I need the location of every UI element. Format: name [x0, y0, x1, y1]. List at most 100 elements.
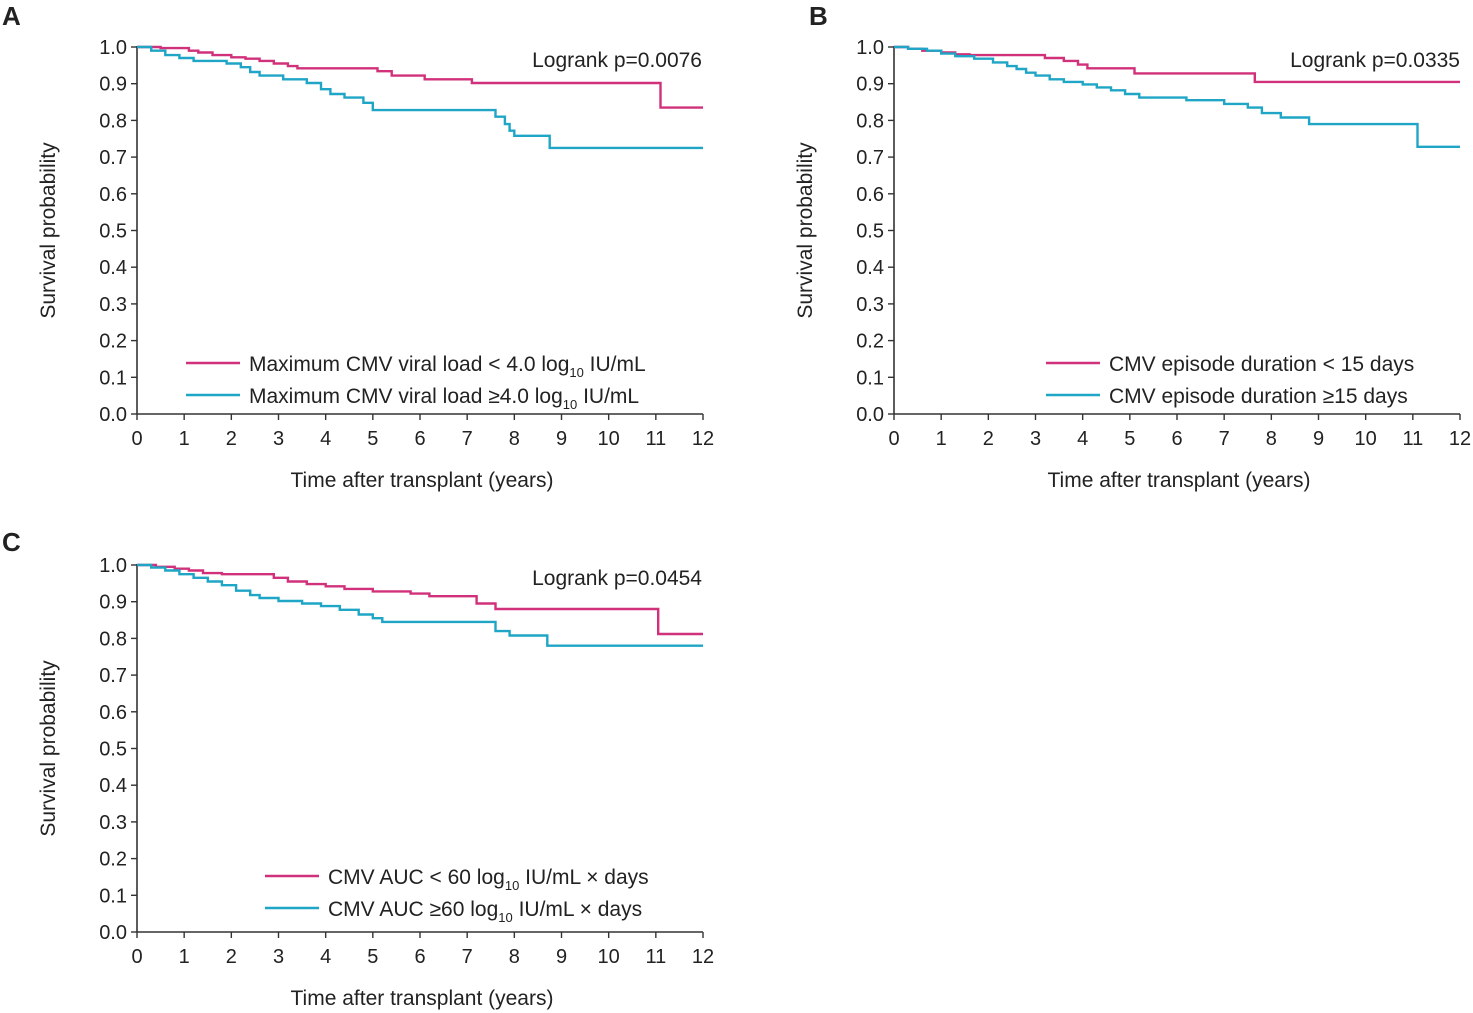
y-tick-label: 1.0	[99, 37, 127, 59]
legend-label: CMV AUC ≥60 log10 IU/mL × days	[328, 898, 642, 925]
y-tick-label: 0.2	[99, 331, 127, 353]
survival-curve-low	[137, 563, 703, 636]
y-tick-label: 0.4	[99, 775, 127, 797]
x-axis-title: Time after transplant (years)	[291, 987, 554, 1010]
legend-label-unit: IU/mL	[584, 353, 646, 376]
chart-panel-a: A0.00.10.20.30.40.50.60.70.80.91.00 1 2 3 4 5…	[2, 1, 714, 492]
y-tick-label: 0.2	[856, 331, 884, 353]
legend-label-threshold: < 60 log	[430, 866, 505, 889]
x-tick-label: 12	[1449, 428, 1471, 450]
y-tick-label: 0.8	[99, 628, 127, 650]
x-tick-label: 1	[179, 946, 190, 968]
y-tick-label: 0.9	[856, 74, 884, 96]
y-tick-label: 0.1	[856, 367, 884, 389]
x-tick-label: 5	[1124, 428, 1135, 450]
y-tick-label: 0.8	[856, 110, 884, 132]
legend-label-threshold: ≥60 log	[430, 898, 499, 921]
panel-letter: B	[809, 1, 828, 31]
x-tick-label: 10	[1355, 428, 1377, 450]
y-tick-label: 0.5	[99, 221, 127, 243]
y-tick-label: 0.4	[99, 257, 127, 279]
y-tick-label: 0.6	[99, 184, 127, 206]
x-tick-label: 6	[1171, 428, 1182, 450]
legend-label-name: CMV episode duration	[1109, 385, 1323, 408]
x-tick-label: 7	[1219, 428, 1230, 450]
y-tick-label: 0.3	[99, 294, 127, 316]
y-axis-title: Survival probability	[37, 660, 60, 837]
x-tick-label: 0	[131, 946, 142, 968]
logrank-annotation: Logrank p=0.0454	[532, 567, 702, 590]
y-tick-label: 0.1	[99, 367, 127, 389]
legend-label-unit: IU/mL	[577, 385, 639, 408]
y-tick-label: 0.2	[99, 849, 127, 871]
x-tick-label: 4	[320, 946, 331, 968]
y-tick-label: 0.5	[99, 739, 127, 761]
x-tick-label: 5	[367, 428, 378, 450]
y-tick-label: 0.9	[99, 592, 127, 614]
x-tick-label: 3	[273, 946, 284, 968]
x-tick-label: 1	[179, 428, 190, 450]
x-tick-label: 9	[1313, 428, 1324, 450]
y-tick-label: 1.0	[99, 555, 127, 577]
y-tick-label: 0.0	[99, 404, 127, 426]
logrank-annotation: Logrank p=0.0076	[532, 49, 702, 72]
y-tick-label: 0.7	[856, 147, 884, 169]
x-tick-label: 2	[226, 428, 237, 450]
x-tick-label: 6	[414, 428, 425, 450]
legend-label: CMV episode duration < 15 days	[1109, 353, 1414, 376]
legend-label-name: CMV episode duration	[1109, 353, 1323, 376]
x-tick-label: 1	[936, 428, 947, 450]
y-tick-label: 0.6	[856, 184, 884, 206]
y-tick-label: 0.3	[856, 294, 884, 316]
legend-label-name: CMV AUC	[328, 866, 430, 889]
x-tick-label: 10	[598, 428, 620, 450]
logrank-annotation: Logrank p=0.0335	[1290, 49, 1460, 72]
legend-label-name: CMV AUC	[328, 898, 430, 921]
x-tick-label: 7	[462, 428, 473, 450]
x-tick-label: 6	[414, 946, 425, 968]
legend-label-subscript: 10	[498, 910, 512, 925]
x-tick-label: 11	[645, 946, 666, 968]
legend-label: Maximum CMV viral load < 4.0 log10 IU/mL	[249, 353, 646, 380]
legend-label-threshold: < 15 days	[1323, 353, 1415, 376]
survival-curve-low	[137, 45, 703, 109]
y-tick-label: 0.0	[856, 404, 884, 426]
y-tick-label: 0.8	[99, 110, 127, 132]
panel-letter: A	[2, 1, 21, 31]
y-tick-label: 0.1	[99, 885, 127, 907]
x-axis-title: Time after transplant (years)	[1048, 469, 1311, 492]
x-axis-title: Time after transplant (years)	[291, 469, 554, 492]
x-tick-label: 9	[556, 428, 567, 450]
x-tick-label: 8	[509, 946, 520, 968]
y-tick-label: 0.4	[856, 257, 884, 279]
legend-label-name: Maximum CMV viral load	[249, 385, 488, 408]
legend-label-subscript: 10	[563, 397, 577, 412]
legend-label-threshold: ≥4.0 log	[488, 385, 563, 408]
y-tick-label: 1.0	[856, 37, 884, 59]
survival-curve-high	[137, 45, 703, 150]
x-tick-label: 7	[462, 946, 473, 968]
y-tick-label: 0.6	[99, 702, 127, 724]
panel-letter: C	[2, 527, 21, 557]
x-tick-label: 4	[1077, 428, 1088, 450]
legend-label-threshold: ≥15 days	[1323, 385, 1408, 408]
legend-label: Maximum CMV viral load ≥4.0 log10 IU/mL	[249, 385, 639, 412]
legend-label-subscript: 10	[505, 878, 519, 893]
x-tick-label: 9	[556, 946, 567, 968]
y-tick-label: 0.5	[856, 221, 884, 243]
legend-label-threshold: < 4.0 log	[488, 353, 569, 376]
x-tick-label: 4	[320, 428, 331, 450]
legend-label: CMV episode duration ≥15 days	[1109, 385, 1408, 408]
x-tick-label: 8	[509, 428, 520, 450]
x-tick-label: 3	[1030, 428, 1041, 450]
y-tick-label: 0.7	[99, 147, 127, 169]
x-tick-label: 2	[983, 428, 994, 450]
x-tick-label: 11	[645, 428, 666, 450]
y-axis-title: Survival probability	[37, 142, 60, 319]
x-tick-label: 10	[598, 946, 620, 968]
legend-label-name: Maximum CMV viral load	[249, 353, 488, 376]
y-axis-title: Survival probability	[794, 142, 817, 319]
y-tick-label: 0.3	[99, 812, 127, 834]
y-tick-label: 0.9	[99, 74, 127, 96]
x-tick-label: 12	[692, 946, 714, 968]
